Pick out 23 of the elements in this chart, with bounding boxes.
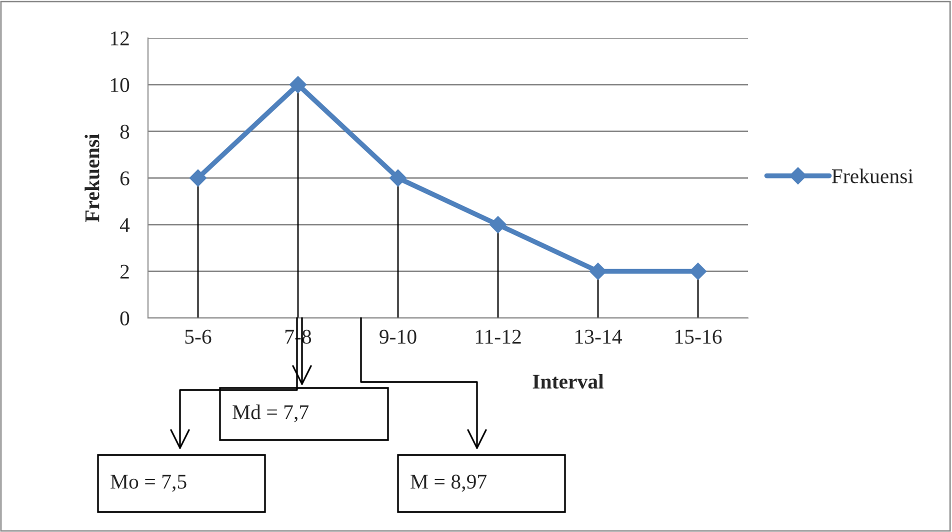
y-tick-label: 8 <box>120 124 130 139</box>
x-tick-label: 9-10 <box>380 330 416 344</box>
point <box>189 169 207 187</box>
x-tick-label: 5-6 <box>185 330 212 344</box>
x-axis-title: Interval <box>532 374 604 389</box>
legend-label: Frekuensi <box>832 168 914 184</box>
y-tick-label: 4 <box>120 218 130 232</box>
x-tick-label: 15-16 <box>676 330 722 344</box>
text: Mo = 7,5 <box>110 474 186 492</box>
text: M = 8,97 <box>410 474 487 492</box>
point <box>289 76 307 94</box>
y-tick-label: 10 <box>110 78 130 92</box>
y-tick-label: 6 <box>120 171 130 186</box>
y-axis-title: Frekuensi <box>84 134 100 222</box>
y-tick-label: 12 <box>110 31 129 46</box>
point <box>489 216 507 234</box>
point <box>389 169 407 187</box>
x-tick-label: 13-14 <box>576 330 622 344</box>
y-tick-label: 2 <box>120 264 129 279</box>
point <box>689 262 707 280</box>
y-tick-label: 0 <box>120 311 130 326</box>
x-tick-label: 11-12 <box>476 330 521 344</box>
text: Md = 7,7 <box>232 404 309 422</box>
